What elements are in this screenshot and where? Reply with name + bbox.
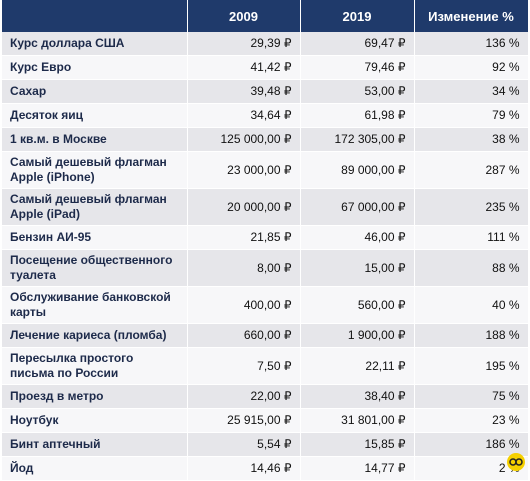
value-cell: 53,00 ₽ (300, 79, 415, 104)
row-label: Курс доллара США (2, 32, 188, 56)
value-cell: 38 % (414, 127, 529, 152)
row-label: Курс Евро (2, 55, 188, 80)
table-body: Курс доллара США 29,39 ₽69,47 ₽136 % Курс … (2, 32, 529, 481)
row-label: Обслуживание банковской карты (2, 286, 188, 324)
header-row: 2009 2019 Изменение % (2, 0, 529, 32)
value-cell: 195 % (414, 347, 529, 385)
value-cell: 46,00 ₽ (300, 225, 415, 250)
value-cell: 34 % (414, 79, 529, 104)
value-cell: 79 % (414, 103, 529, 128)
table-row: Бензин АИ-95 21,85 ₽46,00 ₽111 % (2, 225, 529, 250)
value-cell: 89 000,00 ₽ (300, 151, 415, 189)
value-cell: 111 % (414, 225, 529, 250)
table-row: 1 кв.м. в Москве 125 000,00 ₽172 305,00 ₽… (2, 127, 529, 152)
badge-icon (507, 453, 525, 471)
table-row: Ноутбук 25 915,00 ₽31 801,00 ₽23 % (2, 408, 529, 433)
value-cell: 22,11 ₽ (300, 347, 415, 385)
value-cell: 172 305,00 ₽ (300, 127, 415, 152)
table-row: Самый дешевый флагман Apple (iPad) 20 000… (2, 188, 529, 226)
value-cell: 38,40 ₽ (300, 384, 415, 409)
value-cell: 186 % (414, 432, 529, 457)
table-row: Лечение кариеса (пломба) 660,00 ₽1 900,00… (2, 323, 529, 348)
value-cell: 23 % (414, 408, 529, 433)
value-cell: 92 % (414, 55, 529, 80)
value-cell: 5,54 ₽ (187, 432, 301, 457)
value-cell: 188 % (414, 323, 529, 348)
row-label: Ноутбук (2, 408, 188, 433)
header-cell: Изменение % (414, 0, 529, 32)
table-row: Бинт аптечный 5,54 ₽15,85 ₽186 % (2, 432, 529, 457)
row-label: Посещение общественного туалета (2, 249, 188, 287)
value-cell: 67 000,00 ₽ (300, 188, 415, 226)
header-empty (2, 0, 188, 32)
value-cell: 41,42 ₽ (187, 55, 301, 80)
value-cell: 7,50 ₽ (187, 347, 301, 385)
row-label: Проезд в метро (2, 384, 188, 409)
value-cell: 15,00 ₽ (300, 249, 415, 287)
value-cell: 1 900,00 ₽ (300, 323, 415, 348)
table-row: Обслуживание банковской карты 400,00 ₽560… (2, 286, 529, 324)
row-label: 1 кв.м. в Москве (2, 127, 188, 152)
value-cell: 14,46 ₽ (187, 456, 301, 481)
value-cell: 29,39 ₽ (187, 32, 301, 56)
value-cell: 88 % (414, 249, 529, 287)
row-label: Бензин АИ-95 (2, 225, 188, 250)
value-cell: 31 801,00 ₽ (300, 408, 415, 433)
value-cell: 61,98 ₽ (300, 103, 415, 128)
value-cell: 560,00 ₽ (300, 286, 415, 324)
value-cell: 125 000,00 ₽ (187, 127, 301, 152)
value-cell: 39,48 ₽ (187, 79, 301, 104)
table-row: Сахар 39,48 ₽53,00 ₽34 % (2, 79, 529, 104)
table-row: Курс Евро 41,42 ₽79,46 ₽92 % (2, 55, 529, 80)
value-cell: 235 % (414, 188, 529, 226)
value-cell: 75 % (414, 384, 529, 409)
value-cell: 660,00 ₽ (187, 323, 301, 348)
value-cell: 20 000,00 ₽ (187, 188, 301, 226)
value-cell: 22,00 ₽ (187, 384, 301, 409)
table-row: Йод 14,46 ₽14,77 ₽2 % (2, 456, 529, 481)
value-cell: 287 % (414, 151, 529, 189)
row-label: Самый дешевый флагман Apple (iPhone) (2, 151, 188, 189)
value-cell: 40 % (414, 286, 529, 324)
value-cell: 23 000,00 ₽ (187, 151, 301, 189)
row-label: Десяток яиц (2, 103, 188, 128)
row-label: Самый дешевый флагман Apple (iPad) (2, 188, 188, 226)
table-row: Курс доллара США 29,39 ₽69,47 ₽136 % (2, 32, 529, 56)
table-row: Посещение общественного туалета 8,00 ₽15,… (2, 249, 529, 287)
value-cell: 15,85 ₽ (300, 432, 415, 457)
value-cell: 34,64 ₽ (187, 103, 301, 128)
row-label: Пересылка простого письма по России (2, 347, 188, 385)
row-label: Бинт аптечный (2, 432, 188, 457)
table-row: Проезд в метро 22,00 ₽38,40 ₽75 % (2, 384, 529, 409)
value-cell: 8,00 ₽ (187, 249, 301, 287)
value-cell: 69,47 ₽ (300, 32, 415, 56)
value-cell: 14,77 ₽ (300, 456, 415, 481)
value-cell: 79,46 ₽ (300, 55, 415, 80)
value-cell: 400,00 ₽ (187, 286, 301, 324)
value-cell: 25 915,00 ₽ (187, 408, 301, 433)
header-cell: 2009 (187, 0, 301, 32)
row-label: Лечение кариеса (пломба) (2, 323, 188, 348)
table-row: Самый дешевый флагман Apple (iPhone) 23 0… (2, 151, 529, 189)
value-cell: 21,85 ₽ (187, 225, 301, 250)
table-row: Десяток яиц 34,64 ₽61,98 ₽79 % (2, 103, 529, 128)
row-label: Йод (2, 456, 188, 481)
row-label: Сахар (2, 79, 188, 104)
value-cell: 136 % (414, 32, 529, 56)
table-row: Пересылка простого письма по России 7,50 … (2, 347, 529, 385)
header-cell: 2019 (300, 0, 415, 32)
